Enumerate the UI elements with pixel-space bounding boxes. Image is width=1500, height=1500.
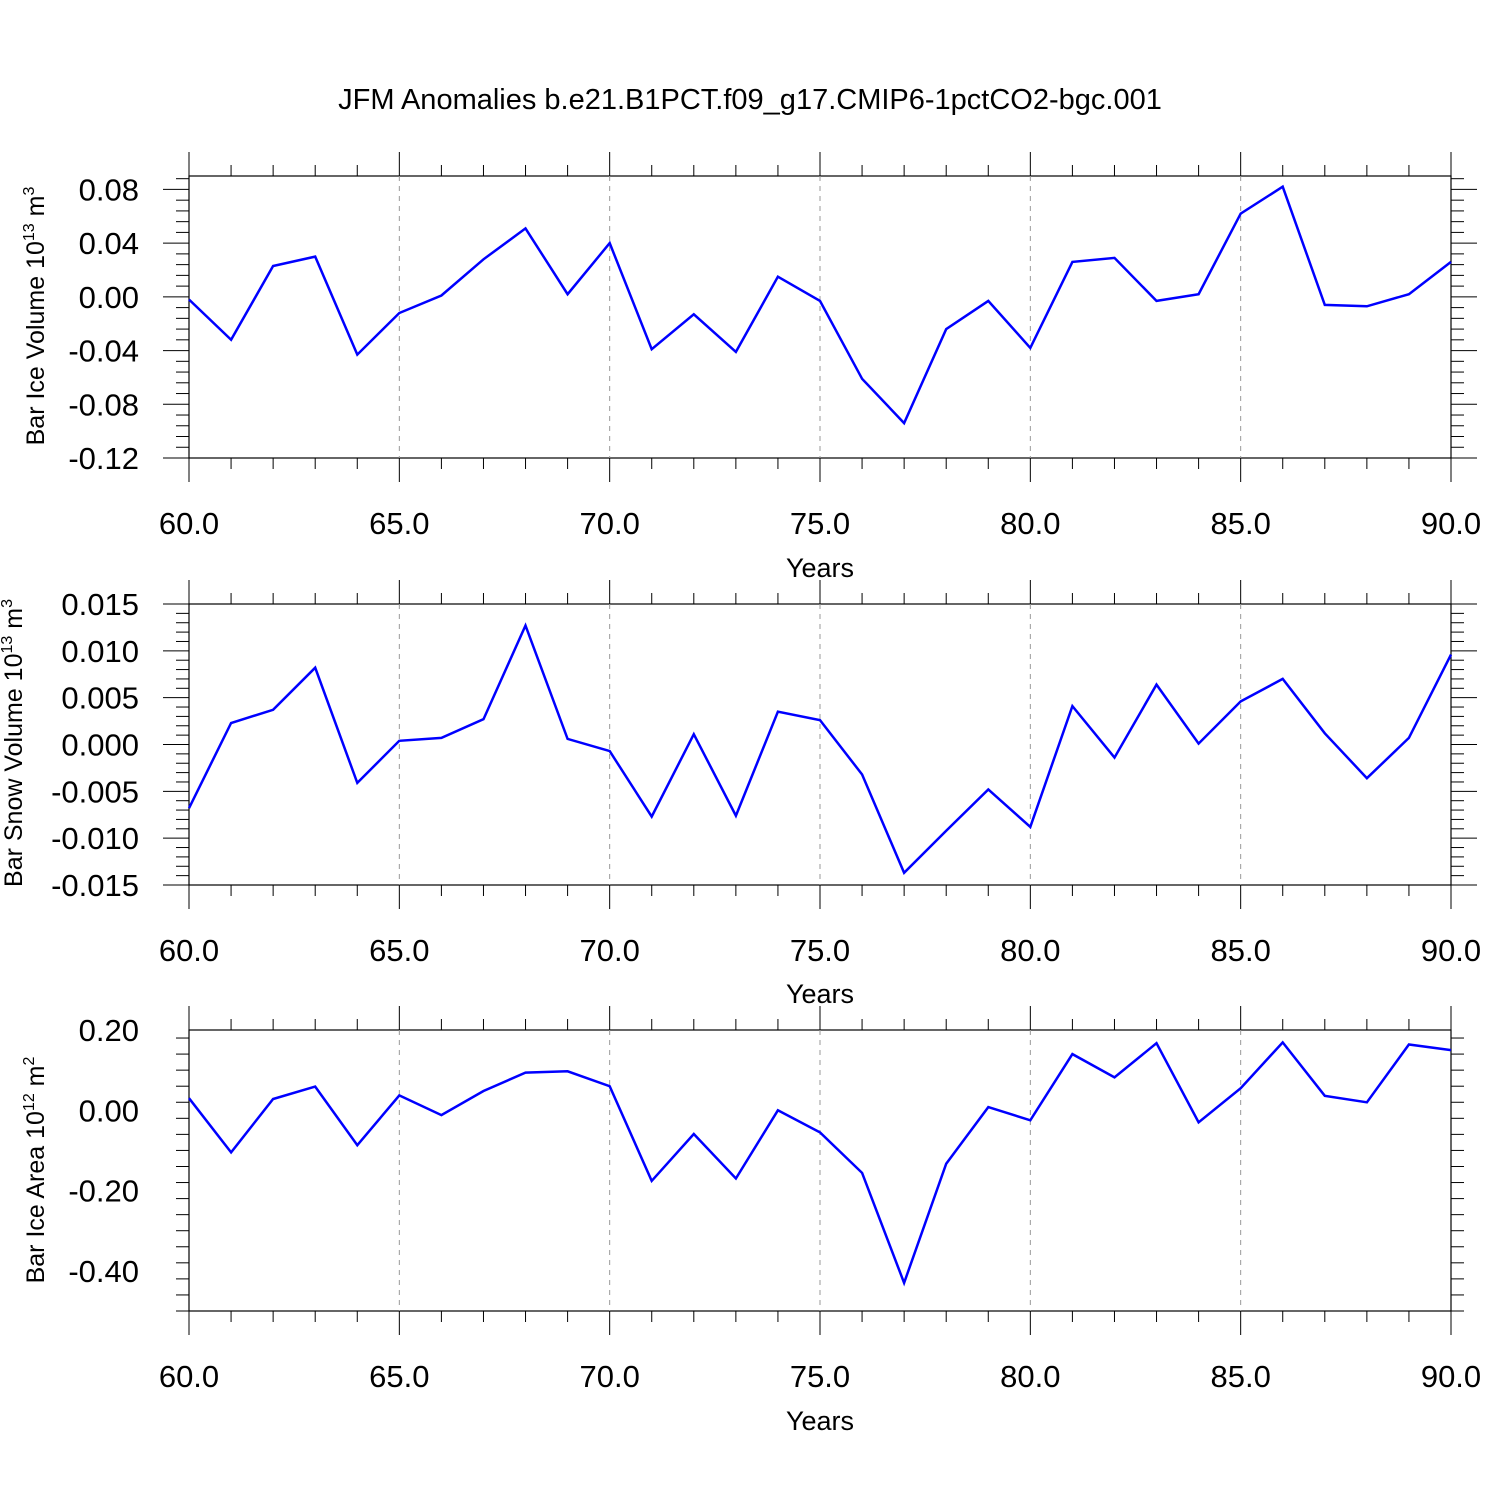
x-tick-label: 70.0 (579, 506, 639, 541)
x-tick-label: 65.0 (369, 1359, 429, 1394)
x-tick-label: 90.0 (1421, 506, 1481, 541)
chart-title: JFM Anomalies b.e21.B1PCT.f09_g17.CMIP6-… (338, 84, 1162, 116)
series-line (188, 1040, 1452, 1287)
x-tick-label: 85.0 (1210, 1359, 1270, 1394)
y-tick-label: -0.015 (51, 868, 139, 903)
y-axis-label: Bar Snow Volume 1013 m3 (0, 599, 28, 887)
y-tick-label: 0.00 (79, 1093, 139, 1128)
x-tick-label: 80.0 (1000, 506, 1060, 541)
y-tick-label: -0.005 (51, 774, 139, 809)
y-tick-label: 0.010 (61, 634, 139, 669)
panel-3: 60.0 65.0 70.0 75.0 80.0 85.0 90.0 Years 0.20 0.0… (21, 1006, 1481, 1436)
y-tick-label: 0.015 (61, 587, 139, 622)
x-tick-label: 85.0 (1210, 506, 1270, 541)
x-tick-label: 65.0 (369, 506, 429, 541)
x-tick-label: 70.0 (579, 933, 639, 968)
series-line (188, 184, 1452, 426)
x-tick-label: 75.0 (790, 1359, 850, 1394)
y-tick-label: -0.40 (68, 1254, 139, 1289)
y-tick-label: -0.010 (51, 821, 139, 856)
panel-2: 60.0 65.0 70.0 75.0 80.0 85.0 90.0 Years 0.015 0.… (0, 580, 1481, 1009)
x-tick-label: 80.0 (1000, 933, 1060, 968)
x-tick-label: 90.0 (1421, 1359, 1481, 1394)
y-tick-label: -0.12 (68, 441, 139, 476)
x-axis-label: Years (786, 553, 854, 583)
x-tick-label: 60.0 (159, 1359, 219, 1394)
x-tick-label: 70.0 (579, 1359, 639, 1394)
y-axis-label: Bar Ice Area 1012 m2 (21, 1057, 50, 1284)
y-tick-label: 0.005 (61, 681, 139, 716)
y-tick-label: 0.08 (79, 172, 139, 207)
x-tick-label: 80.0 (1000, 1359, 1060, 1394)
y-tick-label: 0.20 (79, 1013, 139, 1048)
x-tick-label: 65.0 (369, 933, 429, 968)
y-tick-label: 0.00 (79, 280, 139, 315)
x-tick-label: 90.0 (1421, 933, 1481, 968)
y-tick-label: -0.20 (68, 1174, 139, 1209)
x-axis-label: Years (786, 1406, 854, 1436)
y-axis-label: Bar Ice Volume 1013 m3 (21, 187, 50, 446)
y-tick-label: 0.000 (61, 728, 139, 763)
x-tick-label: 60.0 (159, 933, 219, 968)
x-tick-label: 85.0 (1210, 933, 1270, 968)
panel-1: 60.0 65.0 70.0 75.0 80.0 85.0 90.0 Years 0.08 0.0… (21, 152, 1481, 583)
x-tick-label: 75.0 (790, 933, 850, 968)
y-tick-label: 0.04 (79, 226, 139, 261)
x-tick-label: 60.0 (159, 506, 219, 541)
x-axis-label: Years (786, 979, 854, 1009)
y-tick-label: -0.08 (68, 387, 139, 422)
series-line (187, 622, 1453, 875)
x-tick-label: 75.0 (790, 506, 850, 541)
y-tick-label: -0.04 (68, 334, 139, 369)
